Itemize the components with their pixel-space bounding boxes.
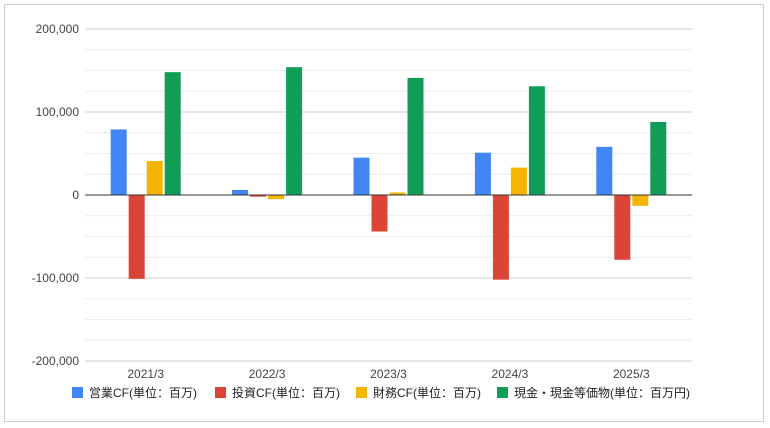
bar-series-1-2022-3: [232, 190, 249, 195]
legend-swatch: [497, 387, 508, 398]
bar-series-2-2023-3: [371, 195, 388, 232]
legend-label: 営業CF(単位：百万): [89, 385, 197, 400]
bar-series-2-2022-3: [250, 195, 267, 197]
legend-swatch: [356, 387, 367, 398]
x-tick-label: 2022/3: [249, 367, 286, 381]
x-tick-label: 2024/3: [492, 367, 529, 381]
legend-label: 財務CF(単位：百万): [373, 385, 481, 400]
x-tick-label: 2023/3: [370, 367, 407, 381]
legend-swatch: [215, 387, 226, 398]
y-tick-label: 0: [72, 188, 79, 202]
y-tick-label: -100,000: [32, 271, 80, 285]
y-tick-label: -200,000: [32, 354, 80, 368]
bar-series-2-2024-3: [492, 195, 509, 280]
bar-series-1-2024-3: [474, 152, 491, 195]
bar-series-3-2025-3: [632, 195, 649, 206]
bar-series-3-2024-3: [510, 167, 527, 195]
y-tick-label: 200,000: [36, 22, 80, 36]
x-axis-ticks: 2021/3 2022/3 2023/3 2024/3 2025/3: [127, 367, 650, 381]
bar-series-1-2025-3: [596, 146, 613, 195]
legend-label: 現金・現金等価物(単位：百万円): [514, 385, 690, 400]
bar-series-1-2023-3: [353, 157, 370, 195]
x-tick-label: 2021/3: [127, 367, 164, 381]
bar-series-2-2021-3: [128, 195, 145, 279]
bar-series-4-2023-3: [407, 77, 424, 195]
y-axis-ticks: 200,000 100,000 0 -100,000 -200,000: [32, 22, 80, 368]
bar-series-4-2025-3: [650, 121, 667, 195]
y-tick-label: 100,000: [36, 105, 80, 119]
bar-series-4-2021-3: [164, 72, 181, 195]
legend: 営業CF(単位：百万) 投資CF(単位：百万) 財務CF(単位：百万) 現金・現金等価…: [72, 385, 690, 400]
bar-series-3-2021-3: [146, 160, 163, 195]
bar-series-3-2022-3: [268, 195, 285, 200]
bar-series-1-2021-3: [110, 129, 127, 195]
bars: [110, 67, 667, 280]
legend-swatch: [72, 387, 83, 398]
bar-series-2-2025-3: [614, 195, 631, 260]
bar-series-4-2022-3: [286, 67, 303, 195]
bar-series-4-2024-3: [528, 86, 545, 195]
bar-series-3-2023-3: [389, 192, 406, 195]
x-tick-label: 2025/3: [613, 367, 650, 381]
legend-label: 投資CF(単位：百万): [232, 385, 340, 400]
